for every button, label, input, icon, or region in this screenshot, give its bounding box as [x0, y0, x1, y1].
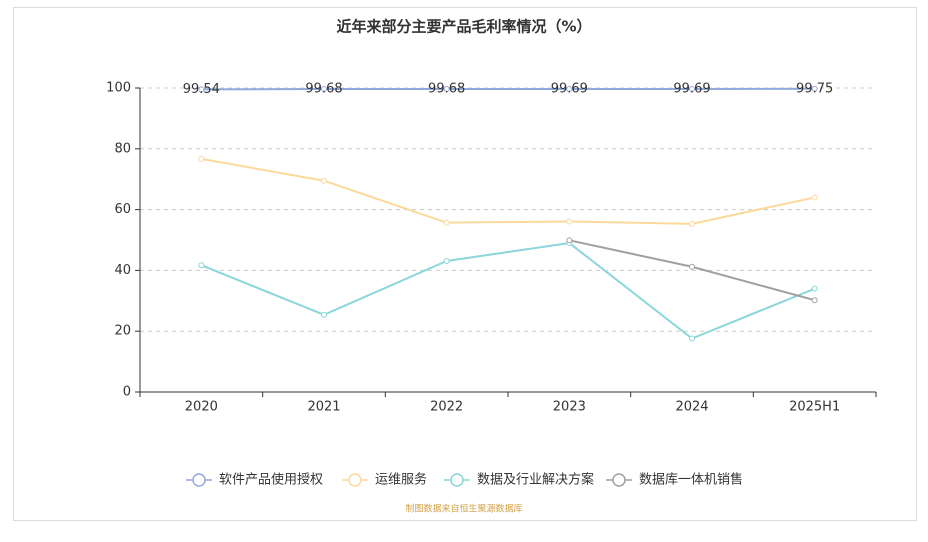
x-tick-label: 2021: [307, 400, 340, 415]
legend-label: 软件产品使用授权: [219, 472, 323, 488]
legend-marker: [192, 473, 206, 487]
data-point: [321, 311, 327, 318]
source-note: 制图数据来自恒生聚源数据库: [405, 503, 522, 515]
legend-marker: [450, 473, 464, 487]
x-tick-label: 2025H1: [789, 400, 840, 415]
x-tick-label: 2024: [675, 400, 708, 415]
data-point: [811, 285, 818, 292]
data-label: 99.68: [305, 81, 342, 96]
data-point: [321, 85, 327, 92]
data-label: 99.54: [183, 82, 220, 97]
legend-marker: [612, 473, 626, 487]
data-point: [811, 297, 818, 304]
legend-label: 数据库一体机销售: [639, 472, 743, 488]
data-point: [689, 85, 695, 92]
data-point: [198, 155, 205, 162]
data-label: 99.69: [673, 81, 710, 96]
data-point: [443, 257, 450, 264]
y-tick-label: 80: [114, 141, 131, 156]
legend-label: 运维服务: [375, 472, 427, 488]
data-point: [689, 263, 695, 270]
chart-frame: [13, 7, 917, 521]
data-point: [443, 219, 450, 226]
data-label: 99.69: [551, 81, 588, 96]
data-point: [321, 177, 327, 184]
y-tick-label: 100: [106, 81, 131, 96]
y-tick-label: 20: [114, 324, 131, 339]
data-point: [198, 262, 205, 269]
legend-label: 数据及行业解决方案: [477, 472, 594, 488]
data-point: [689, 220, 695, 227]
data-label: 99.68: [428, 81, 465, 96]
data-point: [811, 85, 818, 92]
y-tick-label: 0: [123, 385, 131, 400]
data-label: 99.75: [796, 81, 833, 96]
series-line: [201, 87, 815, 91]
legend-marker: [348, 473, 362, 487]
x-tick-label: 2023: [553, 400, 586, 415]
data-point: [566, 218, 573, 225]
data-point: [198, 86, 205, 93]
chart-title: 近年来部分主要产品毛利率情况（%）: [336, 18, 591, 36]
data-point: [566, 85, 573, 92]
series-line: [200, 241, 816, 340]
x-tick-label: 2020: [185, 400, 218, 415]
data-point: [689, 335, 695, 342]
y-tick-label: 40: [114, 263, 131, 278]
series-line: [201, 157, 815, 225]
data-point: [811, 194, 818, 201]
x-tick-label: 2022: [430, 400, 463, 415]
y-tick-label: 60: [114, 202, 131, 217]
data-point: [443, 85, 450, 92]
data-point: [566, 237, 573, 244]
